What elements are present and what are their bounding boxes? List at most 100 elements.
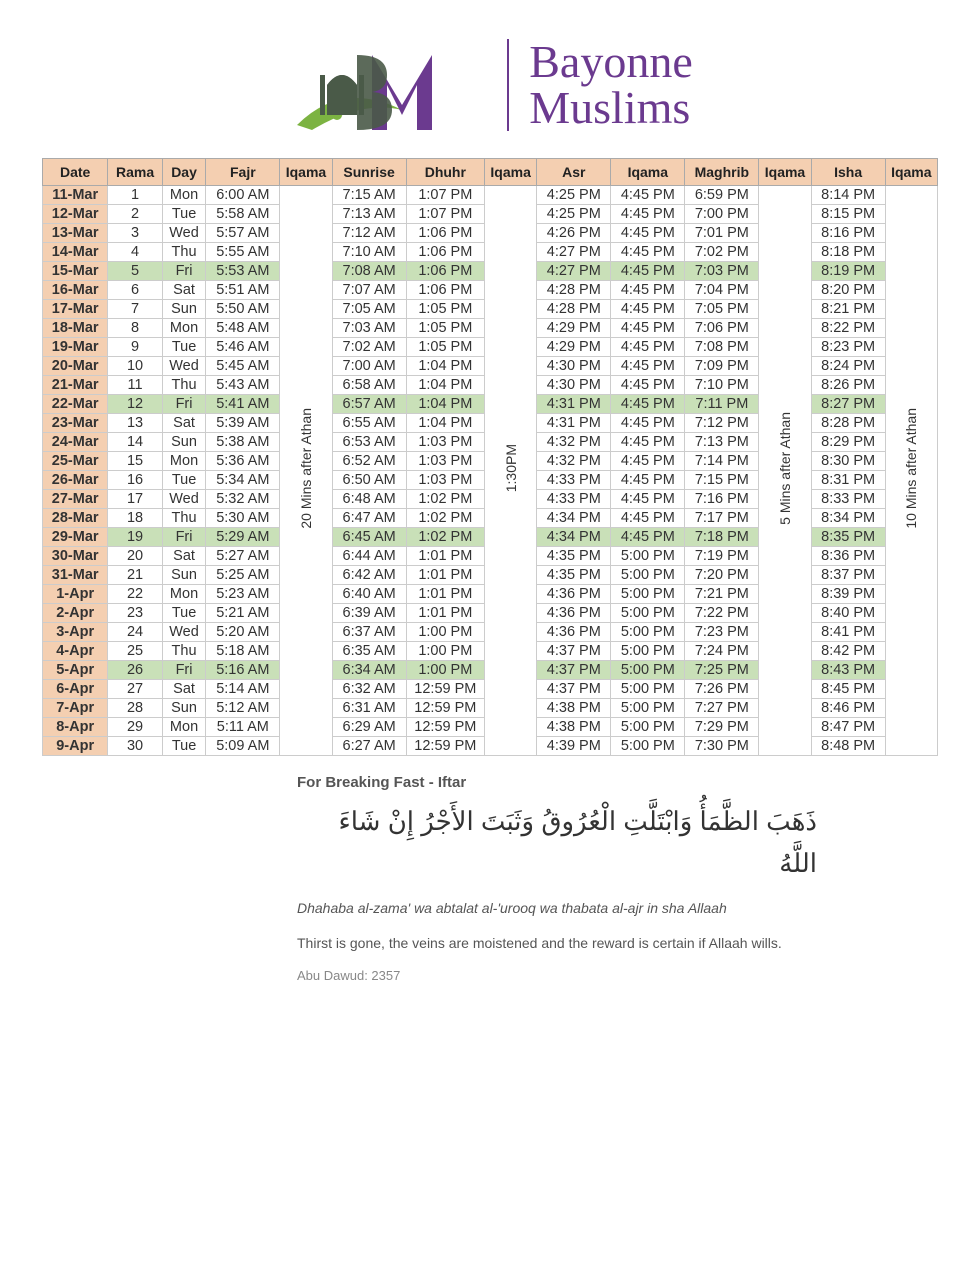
table-cell: 5:12 AM [206, 699, 280, 718]
table-cell: Thu [162, 376, 206, 395]
table-cell: 6:00 AM [206, 186, 280, 205]
table-cell: 4:35 PM [537, 547, 611, 566]
table-cell: 1 [108, 186, 162, 205]
table-cell: 7:08 PM [685, 338, 759, 357]
table-cell: 8:20 PM [811, 281, 885, 300]
table-row: 11-Mar1Mon6:00 AM20 Mins after Athan7:15… [43, 186, 938, 205]
table-cell: 8:27 PM [811, 395, 885, 414]
table-cell: 7:17 PM [685, 509, 759, 528]
table-cell: 7:10 PM [685, 376, 759, 395]
table-cell: 5:41 AM [206, 395, 280, 414]
table-cell: 1:03 PM [406, 452, 484, 471]
table-cell: 7:29 PM [685, 718, 759, 737]
table-cell: 8:21 PM [811, 300, 885, 319]
table-cell: 6:42 AM [332, 566, 406, 585]
iqama-maghrib-note: 5 Mins after Athan [759, 186, 811, 756]
table-cell: 8:37 PM [811, 566, 885, 585]
table-cell: 5:00 PM [611, 623, 685, 642]
table-cell: 4:27 PM [537, 243, 611, 262]
table-cell: 7:21 PM [685, 585, 759, 604]
table-header-row: Date Rama Day Fajr Iqama Sunrise Dhuhr I… [43, 159, 938, 186]
table-cell: 5:20 AM [206, 623, 280, 642]
table-cell: 21 [108, 566, 162, 585]
table-cell: 13 [108, 414, 162, 433]
table-cell: 8:40 PM [811, 604, 885, 623]
table-cell: 4:25 PM [537, 186, 611, 205]
table-cell: 6:44 AM [332, 547, 406, 566]
table-cell: 4:45 PM [611, 205, 685, 224]
table-cell: 5:09 AM [206, 737, 280, 756]
table-cell: 4:45 PM [611, 262, 685, 281]
table-cell: 23-Mar [43, 414, 108, 433]
table-cell: 7:16 PM [685, 490, 759, 509]
table-cell: 6:50 AM [332, 471, 406, 490]
table-cell: 8:47 PM [811, 718, 885, 737]
table-cell: 4:45 PM [611, 433, 685, 452]
logo-text: Bayonne Muslims [507, 39, 693, 131]
table-cell: 7:20 PM [685, 566, 759, 585]
table-cell: 4:45 PM [611, 338, 685, 357]
table-cell: 8:41 PM [811, 623, 885, 642]
table-cell: 5:43 AM [206, 376, 280, 395]
table-cell: 5:34 AM [206, 471, 280, 490]
table-cell: 7:10 AM [332, 243, 406, 262]
table-cell: 5:11 AM [206, 718, 280, 737]
table-cell: 22 [108, 585, 162, 604]
table-cell: 4:32 PM [537, 433, 611, 452]
table-cell: 4:45 PM [611, 471, 685, 490]
table-cell: 1:05 PM [406, 338, 484, 357]
table-cell: 7 [108, 300, 162, 319]
table-cell: 4:45 PM [611, 509, 685, 528]
table-cell: 15 [108, 452, 162, 471]
table-cell: 6:39 AM [332, 604, 406, 623]
table-cell: 7:13 AM [332, 205, 406, 224]
table-cell: 12:59 PM [406, 737, 484, 756]
table-cell: Fri [162, 262, 206, 281]
table-cell: 13-Mar [43, 224, 108, 243]
table-cell: 9 [108, 338, 162, 357]
table-cell: 4:36 PM [537, 604, 611, 623]
table-cell: Wed [162, 623, 206, 642]
table-cell: Thu [162, 243, 206, 262]
table-cell: 1:05 PM [406, 319, 484, 338]
table-cell: 1:01 PM [406, 585, 484, 604]
table-cell: 7:23 PM [685, 623, 759, 642]
table-cell: 5:21 AM [206, 604, 280, 623]
table-cell: 4:45 PM [611, 186, 685, 205]
table-cell: Sun [162, 300, 206, 319]
table-cell: 1:01 PM [406, 566, 484, 585]
table-cell: Wed [162, 357, 206, 376]
logo: Bayonne Muslims [42, 30, 938, 140]
table-cell: 7:11 PM [685, 395, 759, 414]
table-cell: 4:45 PM [611, 224, 685, 243]
table-cell: 8:42 PM [811, 642, 885, 661]
logo-line1: Bayonne [529, 39, 693, 85]
th-isha: Isha [811, 159, 885, 186]
table-cell: 7:02 PM [685, 243, 759, 262]
table-cell: 30 [108, 737, 162, 756]
logo-mark [287, 30, 487, 140]
table-cell: 27-Mar [43, 490, 108, 509]
table-cell: 4:34 PM [537, 528, 611, 547]
table-cell: 20-Mar [43, 357, 108, 376]
table-cell: 4:45 PM [611, 395, 685, 414]
table-cell: 8:16 PM [811, 224, 885, 243]
table-cell: 8:28 PM [811, 414, 885, 433]
table-cell: 4:36 PM [537, 585, 611, 604]
table-cell: 5:00 PM [611, 585, 685, 604]
logo-line2: Muslims [529, 85, 693, 131]
table-cell: 5 [108, 262, 162, 281]
table-cell: 1:07 PM [406, 205, 484, 224]
table-cell: 12:59 PM [406, 699, 484, 718]
table-cell: 15-Mar [43, 262, 108, 281]
table-cell: 19-Mar [43, 338, 108, 357]
table-cell: 6:52 AM [332, 452, 406, 471]
table-cell: 7:07 AM [332, 281, 406, 300]
dua-translit: Dhahaba al-zama' wa abtalat al-'urooq wa… [297, 898, 817, 919]
table-cell: Sat [162, 281, 206, 300]
table-cell: 8:22 PM [811, 319, 885, 338]
table-cell: 6:58 AM [332, 376, 406, 395]
table-cell: 5:57 AM [206, 224, 280, 243]
table-cell: 7:27 PM [685, 699, 759, 718]
table-cell: 7:04 PM [685, 281, 759, 300]
